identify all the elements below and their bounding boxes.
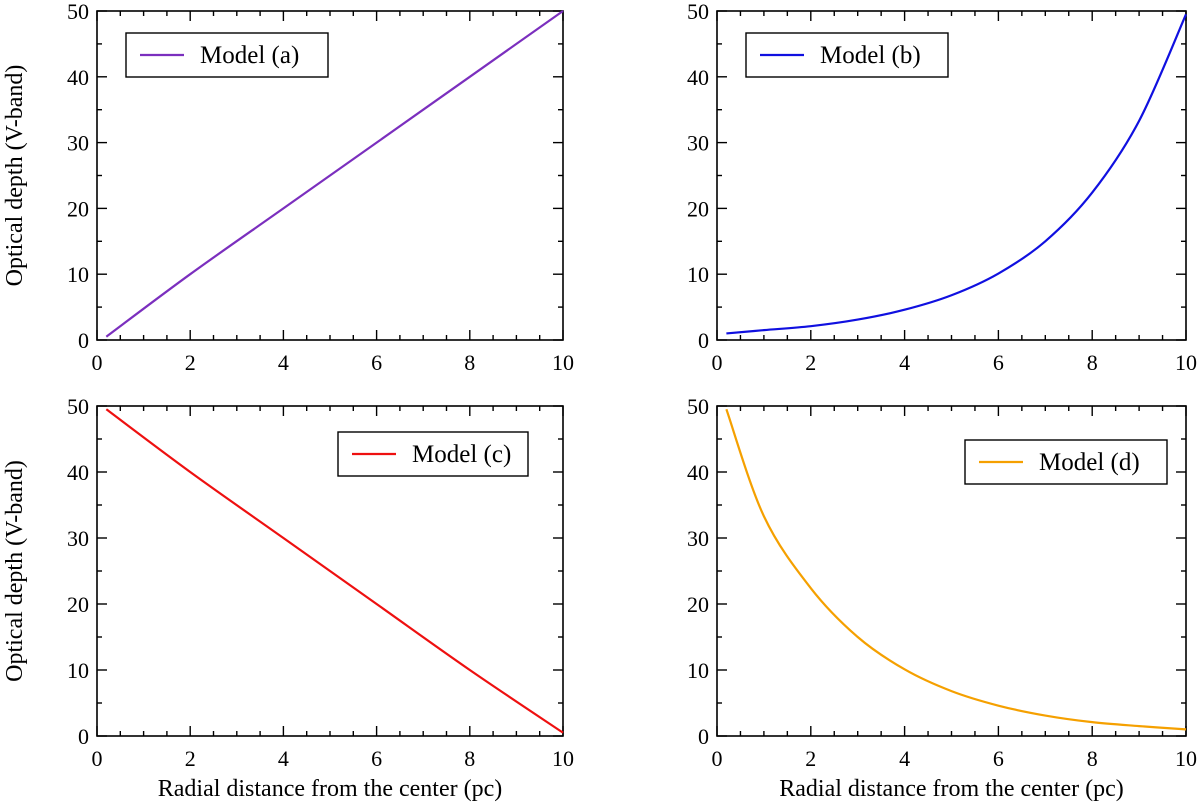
legend: Model (b) — [745, 32, 949, 78]
x-tick-label: 2 — [185, 746, 196, 771]
x-tick-label: 0 — [712, 746, 723, 771]
legend-label: Model (a) — [200, 42, 299, 69]
x-tick-label: 8 — [464, 350, 475, 375]
legend-label: Model (c) — [412, 441, 511, 468]
x-tick-label: 2 — [185, 350, 196, 375]
y-tick-label: 40 — [67, 65, 89, 90]
y-tick-label: 0 — [698, 724, 709, 749]
x-tick-label: 0 — [92, 350, 103, 375]
y-tick-label: 20 — [67, 196, 89, 221]
x-tick-label: 10 — [552, 350, 574, 375]
series-line-2 — [726, 13, 1188, 335]
y-tick-label: 50 — [67, 0, 89, 24]
legend: Model (c) — [337, 431, 529, 477]
y-tick-label: 20 — [687, 196, 709, 221]
y-tick-label: 10 — [687, 658, 709, 683]
x-tick-label: 8 — [1087, 746, 1098, 771]
y-tick-label: 20 — [67, 592, 89, 617]
x-tick-label: 8 — [1087, 350, 1098, 375]
y-tick-label: 30 — [687, 526, 709, 551]
chart-panel-bottom-left: 0 2 4 6 8 10 0 10 20 30 40 50 Optical depth (V-band)… — [2, 394, 574, 802]
legend-label: Model (d) — [1039, 449, 1140, 476]
x-axis-label: Radial distance from the center (pc) — [158, 776, 503, 802]
legend: Model (d) — [964, 439, 1168, 485]
x-tick-label: 4 — [278, 350, 289, 375]
series-line-4 — [725, 408, 1187, 731]
y-tick-label: 50 — [687, 394, 709, 419]
y-tick-label: 10 — [687, 262, 709, 287]
y-tick-label: 20 — [687, 592, 709, 617]
y-tick-label: 40 — [687, 65, 709, 90]
y-tick-label: 30 — [67, 526, 89, 551]
x-tick-label: 2 — [805, 746, 816, 771]
chart-panel-bottom-right: 0 2 4 6 8 10 0 10 20 30 40 50 Radial distance from t… — [687, 394, 1197, 802]
y-axis-label: Optical depth (V-band) — [2, 65, 28, 287]
y-tick-label: 30 — [687, 131, 709, 156]
x-tick-label: 6 — [993, 350, 1004, 375]
x-tick-label: 0 — [712, 350, 723, 375]
x-tick-label: 4 — [278, 746, 289, 771]
x-tick-label: 2 — [805, 350, 816, 375]
series-line-3 — [105, 408, 564, 734]
y-tick-label: 50 — [687, 0, 709, 24]
legend: Model (a) — [125, 32, 329, 78]
y-tick-label: 40 — [687, 460, 709, 485]
series-line-1 — [105, 10, 564, 338]
x-tick-label: 6 — [371, 746, 382, 771]
x-tick-label: 0 — [92, 746, 103, 771]
legend-label: Model (b) — [820, 42, 921, 69]
y-tick-label: 50 — [67, 394, 89, 419]
y-tick-label: 30 — [67, 131, 89, 156]
y-tick-label: 10 — [67, 658, 89, 683]
chart-panel-top-left: 0 2 4 6 8 10 0 10 20 30 40 50 Optical depth (V-band)… — [2, 0, 574, 375]
y-tick-label: 0 — [78, 328, 89, 353]
y-tick-label: 40 — [67, 460, 89, 485]
x-axis-label: Radial distance from the center (pc) — [779, 776, 1124, 802]
x-tick-label: 10 — [552, 746, 574, 771]
x-tick-label: 4 — [899, 350, 910, 375]
x-tick-label: 6 — [371, 350, 382, 375]
y-tick-label: 0 — [698, 328, 709, 353]
x-tick-label: 4 — [899, 746, 910, 771]
x-tick-label: 10 — [1175, 350, 1197, 375]
y-tick-label: 0 — [78, 724, 89, 749]
x-tick-label: 6 — [993, 746, 1004, 771]
x-tick-label: 8 — [464, 746, 475, 771]
x-tick-label: 10 — [1175, 746, 1197, 771]
y-axis-label: Optical depth (V-band) — [2, 460, 28, 682]
y-tick-label: 10 — [67, 262, 89, 287]
chart-panel-top-right: 0 2 4 6 8 10 0 10 20 30 40 50 Model (b) — [687, 0, 1197, 375]
